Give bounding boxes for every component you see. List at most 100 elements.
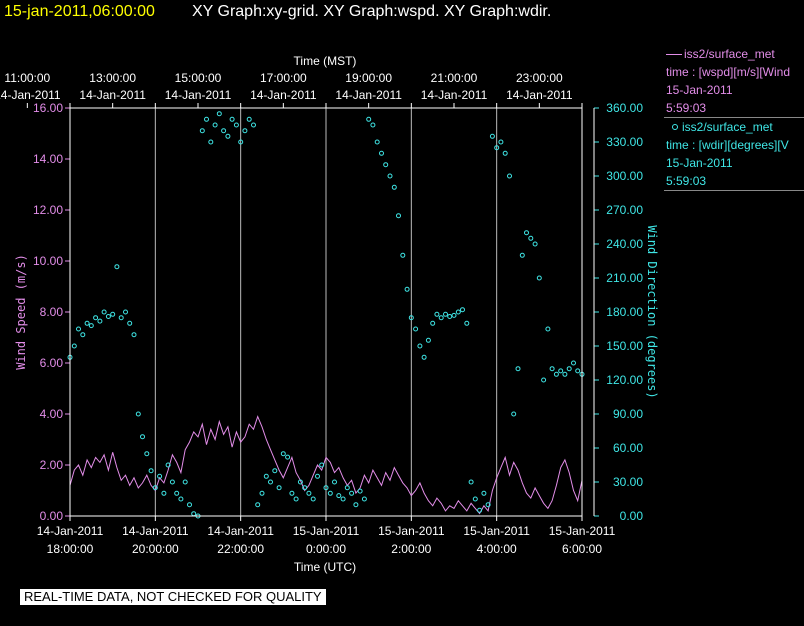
wdir-point bbox=[165, 462, 171, 468]
wdir-point bbox=[127, 320, 133, 326]
legend-time: 5:59:03 bbox=[666, 101, 707, 115]
wdir-point bbox=[199, 128, 205, 134]
wdir-point bbox=[225, 133, 231, 139]
series-layer bbox=[67, 111, 585, 519]
wdir-point bbox=[361, 496, 367, 502]
wdir-point bbox=[396, 213, 401, 219]
wdir-point bbox=[97, 318, 103, 324]
wdir-point bbox=[562, 371, 568, 377]
legend-entry-wspd: iss2/surface_met time : [wspd][m/s][Wind… bbox=[664, 45, 804, 118]
wdir-point bbox=[80, 332, 86, 338]
legend-desc: time : [wdir][degrees][V bbox=[666, 138, 789, 152]
x-tick-label-bottom-time: 6:00:00 bbox=[562, 542, 602, 556]
wdir-point bbox=[221, 128, 227, 134]
wdir-point bbox=[417, 343, 423, 349]
wdir-point bbox=[494, 145, 500, 151]
x-tick-label-bottom-time: 20:00:00 bbox=[132, 542, 179, 556]
wdir-point bbox=[229, 116, 235, 122]
x-tick-label-bottom-date: 15-Jan-2011 bbox=[293, 524, 360, 538]
legend-time: 5:59:03 bbox=[666, 174, 707, 188]
wdir-point bbox=[425, 337, 431, 343]
wdir-point bbox=[404, 286, 410, 292]
y-left-tick-label: 8.00 bbox=[40, 305, 64, 319]
wdir-point bbox=[118, 315, 124, 321]
wdir-point bbox=[84, 320, 90, 326]
wspd-series-line bbox=[69, 415, 583, 515]
legend-date: 15-Jan-2011 bbox=[666, 156, 733, 170]
x-tick-label-bottom-time: 4:00:00 bbox=[477, 542, 517, 556]
wdir-point bbox=[110, 311, 116, 317]
wdir-point bbox=[519, 252, 525, 258]
wdir-point bbox=[400, 252, 406, 258]
x-tick-label-top-date: 14-Jan-2011 bbox=[250, 88, 317, 102]
legend-desc: time : [wspd][m/s][Wind bbox=[666, 65, 791, 79]
wdir-point bbox=[451, 312, 457, 318]
y-left-tick-label: 6.00 bbox=[40, 356, 64, 370]
x-tick-label-bottom-date: 14-Jan-2011 bbox=[207, 524, 274, 538]
legend-series-name: iss2/surface_met bbox=[682, 120, 773, 134]
y-left-tick-label: 0.00 bbox=[40, 509, 64, 523]
wdir-point bbox=[114, 264, 120, 270]
wdir-point bbox=[131, 332, 137, 338]
wdir-point bbox=[88, 323, 94, 329]
wdir-point bbox=[289, 490, 295, 496]
wdir-point bbox=[408, 315, 414, 321]
wdir-point bbox=[468, 479, 474, 485]
x-tick-label-top-date: 14-Jan-2011 bbox=[165, 88, 232, 102]
wdir-point bbox=[161, 490, 167, 496]
wdir-point bbox=[216, 111, 222, 117]
header-timestamp: 15-jan-2011,06:00:00 bbox=[4, 3, 155, 20]
wdir-point bbox=[489, 133, 495, 139]
wdir-point bbox=[434, 311, 440, 317]
wdir-point bbox=[391, 184, 397, 190]
legend-series-name: iss2/surface_met bbox=[684, 47, 775, 61]
wdir-point bbox=[212, 122, 218, 128]
wdir-point bbox=[280, 451, 286, 457]
wdir-point bbox=[310, 496, 316, 502]
y-left-tick-label: 4.00 bbox=[40, 407, 64, 421]
wdir-point bbox=[541, 377, 547, 383]
wdir-point bbox=[152, 485, 158, 491]
wdir-point bbox=[276, 485, 282, 491]
y-right-tick-label: 360.00 bbox=[606, 101, 643, 115]
wdir-point bbox=[233, 122, 239, 128]
y-right-tick-label: 240.00 bbox=[606, 237, 643, 251]
wdir-point bbox=[272, 468, 278, 474]
wdir-point bbox=[93, 315, 99, 321]
wdir-point bbox=[315, 473, 320, 479]
wdir-point bbox=[105, 314, 111, 319]
wdir-point bbox=[263, 473, 269, 479]
x-tick-label-bottom-time: 2:00:00 bbox=[391, 542, 431, 556]
wdir-point bbox=[191, 511, 197, 517]
wdir-point bbox=[438, 315, 444, 321]
wdir-point bbox=[332, 479, 337, 485]
wdir-point bbox=[302, 485, 308, 491]
x-tick-label-bottom-date: 15-Jan-2011 bbox=[378, 524, 445, 538]
wdir-point bbox=[485, 502, 491, 508]
wdir-point bbox=[169, 479, 175, 485]
wdir-point bbox=[379, 150, 384, 156]
y-right-tick-label: 330.00 bbox=[606, 135, 643, 149]
axis-ticks: 14-Jan-2011 18:00:00 14-Jan-2011 20:00:00 14… bbox=[0, 71, 643, 556]
wdir-point bbox=[255, 502, 261, 508]
wdir-point bbox=[208, 139, 214, 145]
wdir-point bbox=[383, 162, 389, 168]
wdir-point bbox=[545, 326, 551, 332]
wdir-point bbox=[135, 411, 141, 417]
wdir-point bbox=[340, 496, 346, 502]
bottom-axis-label: Time (UTC) bbox=[294, 560, 356, 574]
y-right-tick-label: 300.00 bbox=[606, 169, 643, 183]
legend-date: 15-Jan-2011 bbox=[666, 83, 733, 97]
wdir-point bbox=[319, 462, 325, 468]
y-left-tick-label: 2.00 bbox=[40, 458, 64, 472]
wdir-point bbox=[374, 139, 380, 145]
wdir-point bbox=[178, 496, 184, 502]
wdir-point bbox=[242, 128, 248, 134]
x-tick-label-top-time: 17:00:00 bbox=[260, 71, 307, 85]
wdir-point bbox=[344, 485, 350, 491]
y-right-tick-label: 120.00 bbox=[606, 373, 643, 387]
y-right-tick-label: 30.00 bbox=[613, 475, 643, 489]
left-axis-label: Wind Speed (m/s) bbox=[14, 254, 28, 370]
wdir-point bbox=[174, 490, 180, 496]
header-graphs: XY Graph:xy-grid. XY Graph:wspd. XY Grap… bbox=[192, 3, 551, 20]
